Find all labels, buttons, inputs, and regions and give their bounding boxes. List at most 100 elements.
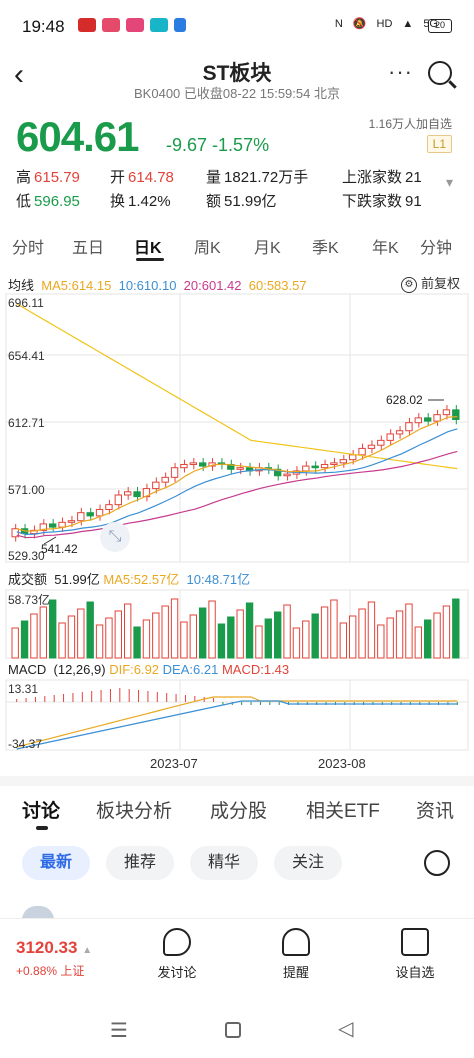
followers-count: 1.16万人加自选 [368, 117, 452, 131]
volume-bar [395, 610, 404, 659]
index-change: +0.88% 上证 [16, 964, 85, 978]
tab-related-etf[interactable]: 相关ETF [306, 801, 380, 822]
current-price: 604.61 [16, 113, 139, 160]
candle [283, 473, 291, 477]
level-badge[interactable]: L1 [426, 135, 452, 153]
filter-featured[interactable]: 精华 [190, 846, 258, 880]
volume-bar [311, 613, 319, 659]
macd-axis-tick: -34.37 [8, 737, 43, 751]
index-value[interactable]: 3120.33 ▲ [16, 938, 93, 957]
candle [452, 409, 460, 420]
avatar[interactable] [22, 906, 54, 920]
candle [274, 468, 282, 477]
notification-icons [78, 18, 186, 32]
candle [302, 465, 310, 472]
candle [405, 422, 413, 432]
candle [367, 444, 376, 449]
search-icon[interactable] [428, 61, 452, 85]
volume-bar [58, 622, 66, 659]
price-change: -9.67 -1.57% [166, 135, 270, 155]
post-discussion-button[interactable]: 发讨论 [142, 928, 212, 981]
tab-daily-k[interactable]: 日K [134, 240, 162, 257]
tab-weekly-k[interactable]: 周K [194, 240, 221, 257]
home-icon[interactable] [225, 1022, 241, 1038]
candle [424, 417, 432, 422]
add-watchlist-button[interactable]: 设自选 [380, 928, 450, 981]
tab-constituents[interactable]: 成分股 [210, 801, 268, 822]
volume-bar [367, 601, 376, 659]
tab-timeshare[interactable]: 分时 [12, 240, 45, 257]
filter-following[interactable]: 关注 [274, 846, 342, 880]
volume-bar [264, 618, 272, 659]
tab-discussion[interactable]: 讨论 [22, 801, 61, 822]
price-adjust-button[interactable]: ⚙ 前复权 [400, 273, 460, 293]
tab-5day[interactable]: 五日 [72, 240, 105, 257]
tab-news[interactable]: 资讯 [416, 801, 455, 822]
candle [77, 512, 85, 522]
menu-icon[interactable]: ☰ [110, 1020, 128, 1042]
macd-legend: MACD (12,26,9) DIF:6.92 DEA:6.21 MACD:1.… [8, 662, 290, 677]
volume-bar [386, 617, 394, 659]
remind-button[interactable]: 提醒 [261, 928, 331, 981]
volume-bar [245, 602, 254, 659]
tab-yearly-k[interactable]: 年K [372, 240, 399, 257]
expand-chevron-icon[interactable]: ▾ [446, 174, 454, 190]
quote-low: 低 596.95 [16, 193, 80, 210]
y-axis-tick: 571.00 [8, 483, 45, 497]
status-time: 19:48 [22, 17, 65, 36]
page-title: ST板块 [202, 62, 272, 85]
candle [58, 521, 66, 528]
content-tabs: 讨论 板块分析 成分股 相关ETF 资讯 [0, 794, 474, 830]
volume-bar [189, 614, 197, 659]
candle [414, 417, 422, 424]
kline-chart[interactable] [0, 292, 474, 772]
back-button[interactable]: ‹ [14, 58, 24, 91]
volume-bar [255, 625, 263, 659]
volume-bar [349, 615, 357, 659]
volume-bar [20, 620, 29, 659]
quote-volume: 量 1821.72万手 [206, 169, 309, 186]
volume-bar [67, 615, 76, 659]
volume-bar [320, 606, 329, 659]
volume-bar [170, 598, 179, 659]
candle [114, 494, 122, 506]
quote-open: 开 614.78 [110, 169, 174, 186]
candle [395, 430, 404, 435]
chat-icon [163, 928, 191, 956]
filter-recommended[interactable]: 推荐 [106, 846, 174, 880]
settings-icon: ⚙ [400, 276, 417, 293]
fullscreen-icon[interactable]: ⤡ [100, 522, 130, 552]
volume-bar [452, 598, 460, 659]
tab-monthly-k[interactable]: 月K [254, 240, 281, 257]
candle [105, 504, 113, 510]
candle [349, 454, 357, 461]
filter-latest[interactable]: 最新 [22, 846, 90, 880]
volume-bar [405, 603, 413, 659]
candle [358, 447, 366, 456]
volume-bar [339, 622, 347, 659]
page-subtitle: BK0400 已收盘08-22 15:59:54 北京 [134, 86, 340, 101]
volume-bar [292, 627, 301, 659]
refresh-icon[interactable] [424, 850, 450, 876]
y-axis-tick: 529.30 [8, 549, 45, 563]
more-button[interactable]: ··· [388, 59, 413, 84]
volume-bar [227, 616, 235, 659]
volume-bar [377, 624, 385, 659]
tab-minute[interactable]: 分钟 [420, 240, 453, 257]
volume-bar [208, 600, 216, 659]
volume-bar [39, 606, 47, 659]
tab-quarterly-k[interactable]: 季K [312, 240, 339, 257]
volume-bar [49, 599, 57, 659]
y-axis-tick: 612.71 [8, 416, 45, 430]
candle [320, 463, 329, 469]
candle [39, 523, 47, 531]
candle [95, 508, 104, 517]
tab-sector-analysis[interactable]: 板块分析 [96, 801, 173, 822]
candle [180, 463, 188, 469]
candle [170, 467, 179, 478]
back-nav-icon[interactable]: ◁ [338, 1018, 354, 1040]
volume-bar [217, 623, 226, 659]
volume-bar [152, 612, 160, 659]
volume-bar [105, 617, 113, 659]
volume-bar [414, 626, 422, 659]
